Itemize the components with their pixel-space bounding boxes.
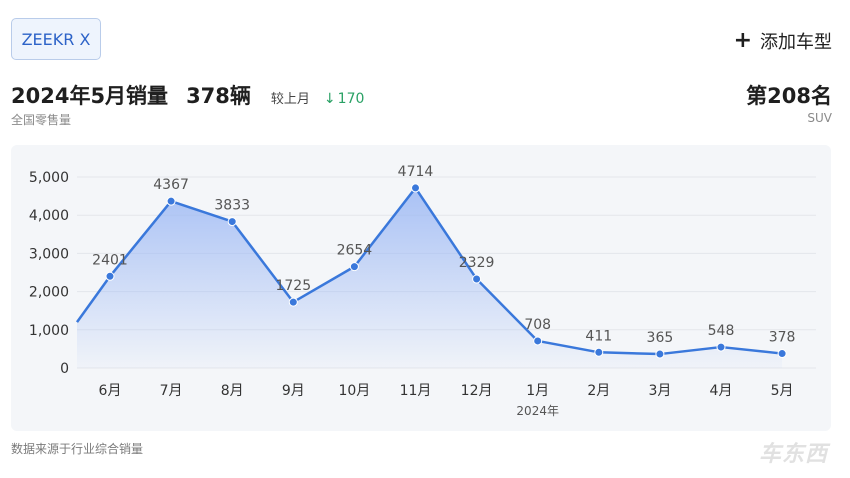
y-tick-label: 3,000	[29, 246, 69, 262]
compare-value: 170	[337, 91, 365, 107]
x-tick-label: 9月	[282, 383, 305, 399]
sales-headline: 2024年5月销量 378辆 较上月 ↓ 170	[11, 80, 364, 110]
plus-icon: +	[733, 28, 752, 53]
sales-chart: 0 1,000 2,000 3,000 4,000 5,000 2401 6月 4367 7月 38…	[11, 145, 831, 431]
data-label: 708	[524, 317, 551, 333]
headline-subtitle: 全国零售量	[11, 113, 72, 127]
x-tick-label: 8月	[221, 383, 244, 399]
year-marker: 2024年	[516, 404, 559, 418]
data-label: 378	[769, 330, 796, 346]
segment: SUV	[807, 111, 832, 125]
headline-title: 2024年5月销量	[11, 84, 169, 108]
data-label: 2329	[459, 255, 495, 271]
x-tick-label: 2月	[587, 383, 610, 399]
x-tick-label: 11月	[400, 383, 432, 399]
data-point	[105, 271, 115, 281]
x-tick-label: 12月	[461, 383, 493, 399]
data-label: 548	[708, 323, 735, 339]
data-point	[594, 347, 604, 357]
compare-label: 较上月	[270, 92, 310, 107]
data-label: 411	[585, 328, 612, 344]
data-label: 3833	[214, 198, 250, 214]
arrow-down-icon: ↓	[323, 91, 336, 107]
data-point	[227, 217, 237, 227]
data-label: 365	[647, 330, 674, 346]
x-tick-label: 5月	[771, 383, 794, 399]
y-tick-label: 5,000	[29, 170, 69, 186]
data-label: 4367	[153, 177, 189, 193]
add-model-label: 添加车型	[760, 32, 832, 53]
headline-units: 378辆	[186, 84, 251, 108]
rank: 第208名	[746, 84, 832, 108]
data-point	[472, 274, 482, 284]
data-point	[288, 297, 298, 307]
data-label: 2401	[92, 252, 128, 268]
chart-svg: 0 1,000 2,000 3,000 4,000 5,000 2401 6月 4367 7月 38…	[29, 164, 816, 418]
data-label: 2654	[337, 243, 373, 259]
y-tick-label: 4,000	[29, 208, 69, 224]
y-tick-label: 1,000	[29, 323, 69, 339]
data-point	[777, 349, 787, 359]
series-area	[77, 187, 783, 368]
x-tick-label: 6月	[99, 383, 122, 399]
data-point	[166, 196, 176, 206]
x-tick-label: 3月	[648, 383, 671, 399]
y-tick-label: 2,000	[29, 285, 69, 301]
data-point	[411, 183, 420, 193]
data-point	[655, 349, 665, 359]
model-chip[interactable]: ZEEKR X	[11, 18, 101, 60]
x-tick-label: 10月	[338, 383, 370, 399]
data-point	[349, 262, 359, 272]
x-tick-label: 4月	[710, 383, 733, 399]
x-tick-label: 7月	[160, 383, 183, 399]
source-note: 数据来源于行业综合销量	[11, 442, 144, 456]
add-model-button[interactable]: + 添加车型	[734, 28, 832, 54]
x-tick-label: 1月	[526, 383, 549, 399]
model-name: ZEEKR X	[21, 29, 91, 49]
data-point	[533, 336, 543, 346]
data-point	[716, 342, 726, 352]
watermark: 车东西	[758, 442, 828, 467]
data-label: 4714	[398, 164, 434, 180]
y-tick-label: 0	[60, 361, 69, 377]
data-label: 1725	[275, 278, 311, 294]
